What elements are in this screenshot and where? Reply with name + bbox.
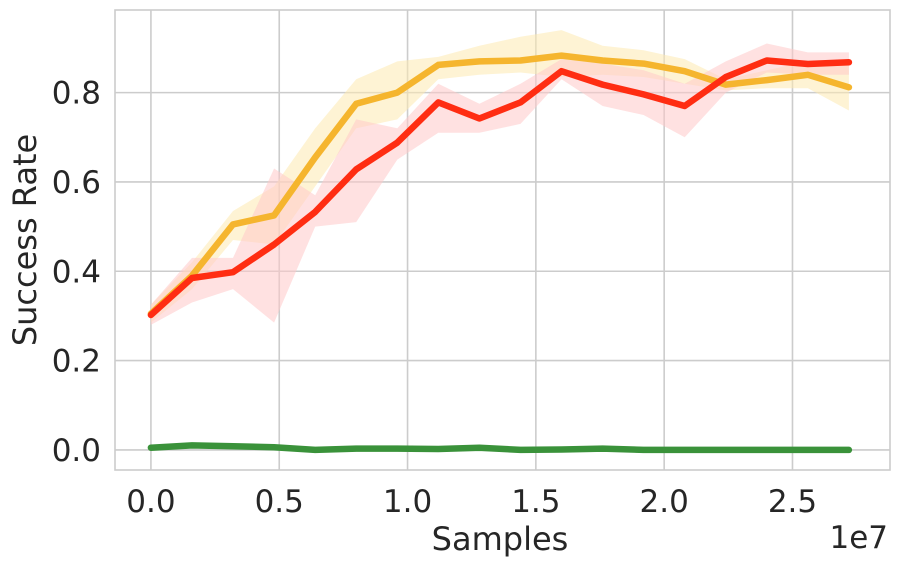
plot-frame [114, 9, 891, 471]
x-tick-labels: 0.0 0.5 1.0 1.5 2.0 2.5 [126, 484, 817, 520]
x-axis-offset-label: 1e7 [829, 520, 888, 556]
y-tick-label: 0.8 [52, 76, 101, 112]
x-axis-label: Samples [432, 520, 569, 558]
x-tick-label: 1.0 [383, 484, 432, 520]
x-tick-label: 0.5 [255, 484, 304, 520]
y-tick-labels: 0.0 0.2 0.4 0.6 0.8 [52, 76, 101, 469]
x-tick-label: 0.0 [126, 484, 175, 520]
series-line-2 [147, 57, 853, 319]
confidence-band-1 [150, 30, 849, 323]
x-tick-label: 1.5 [511, 484, 560, 520]
y-axis-label: Success Rate [6, 134, 44, 346]
x-tick-label: 2.0 [640, 484, 689, 520]
y-tick-label: 0.6 [52, 165, 101, 201]
series-line-3 [147, 442, 853, 454]
series-lines [147, 52, 853, 454]
y-tick-label: 0.2 [52, 344, 101, 380]
series-line-1 [147, 52, 853, 317]
x-tick-label: 2.5 [768, 484, 817, 520]
y-tick-label: 0.4 [52, 254, 101, 290]
confidence-band-2 [150, 43, 849, 325]
y-tick-label: 0.0 [52, 433, 101, 469]
